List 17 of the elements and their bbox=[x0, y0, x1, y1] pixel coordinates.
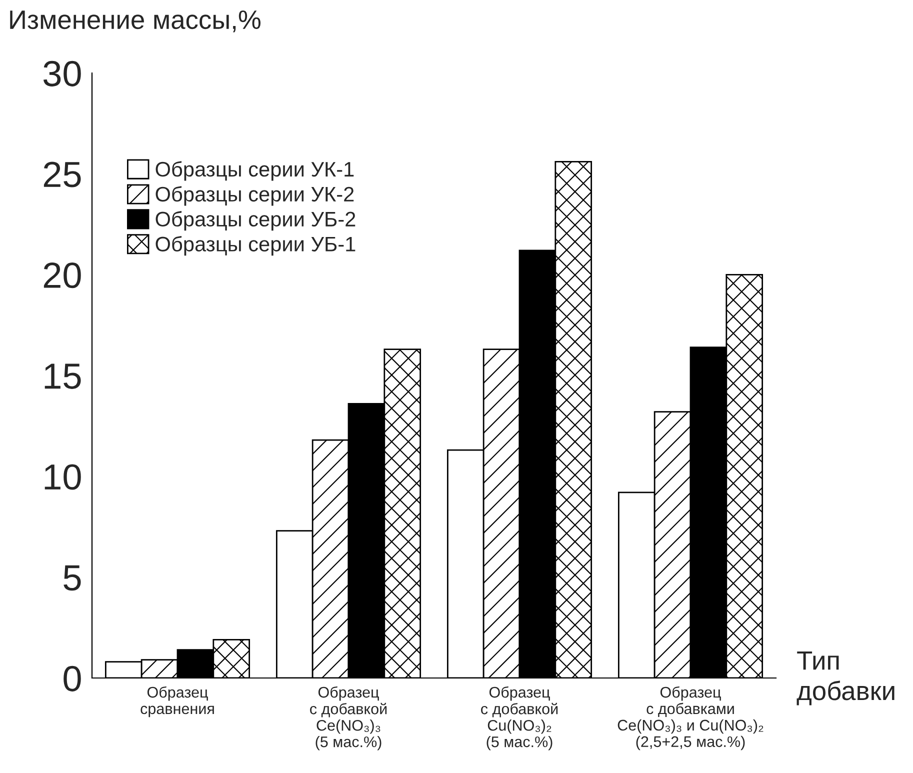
x-tick-label: Образец сравнения bbox=[140, 686, 214, 718]
y-tick-label: 0 bbox=[64, 666, 81, 692]
x-tick-label: Образец с добавкой Cu(NO₃)₂ (5 мас.%) bbox=[481, 686, 558, 750]
y-tick-label: 30 bbox=[43, 60, 81, 86]
legend-label: Образцы серии УБ-1 bbox=[156, 236, 356, 256]
y-tick-label: 5 bbox=[64, 565, 81, 591]
legend-label: Образцы серии УК-2 bbox=[156, 186, 354, 206]
x-tick-label: Образец с добавкой Ce(NO₃)₃ (5 мас.%) bbox=[310, 686, 387, 750]
y-tick-label: 10 bbox=[44, 464, 81, 490]
y-axis-title: Изменение массы,% bbox=[10, 10, 260, 32]
x-tick-label: Образец с добавками Ce(NO₃)₃ и Cu(NO₃)₂ (2,5+2,5 мас.%) bbox=[618, 686, 764, 750]
y-tick-label: 15 bbox=[44, 364, 81, 389]
y-tick-label: 25 bbox=[44, 162, 81, 188]
legend-label: Образцы серии УК-1 bbox=[156, 161, 354, 181]
y-tick-label: 20 bbox=[44, 262, 81, 288]
legend-label: Образцы серии УБ-2 bbox=[156, 211, 356, 231]
x-axis-title: Тип добавки bbox=[796, 651, 894, 706]
